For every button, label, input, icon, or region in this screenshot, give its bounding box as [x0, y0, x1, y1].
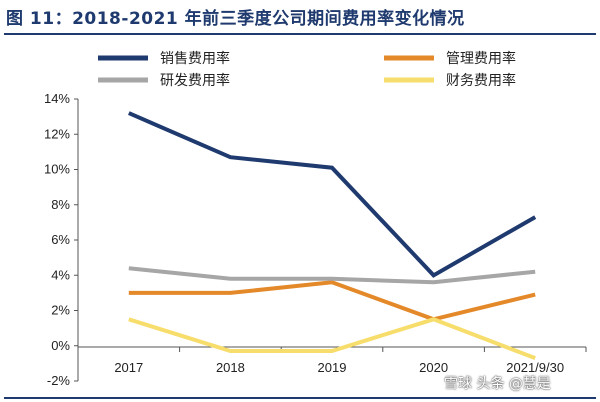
title-rule: [4, 33, 596, 35]
legend-label: 销售费用率: [160, 50, 230, 67]
x-tick-label: 2018: [216, 360, 245, 375]
x-tick-label: 2017: [114, 360, 143, 375]
legend-label: 研发费用率: [160, 72, 230, 89]
y-tick-label: 2%: [51, 303, 70, 318]
y-tick-label: 14%: [44, 91, 70, 106]
series-line: [128, 266, 536, 285]
watermark: 雪球 头条 @慧是: [444, 376, 551, 392]
y-tick-label: 4%: [51, 267, 70, 282]
y-tick-label: 6%: [51, 232, 70, 247]
y-tick-label: 10%: [44, 162, 70, 177]
y-tick-label: 0%: [51, 338, 70, 353]
legend-label: 财务费用率: [446, 72, 516, 89]
x-tick-label: 2019: [318, 360, 347, 375]
series-line: [128, 111, 537, 278]
series-lines: [128, 111, 537, 360]
legend-label: 管理费用率: [446, 50, 516, 67]
chart-title: 图 11：2018-2021 年前三季度公司期间费用率变化情况: [6, 9, 465, 29]
y-tick-label: 12%: [44, 126, 70, 141]
bottom-rule: [4, 397, 596, 399]
x-tick-label: 2021/9/30: [506, 360, 564, 375]
y-tick-label: 8%: [51, 197, 70, 212]
x-tick-label: 2020: [419, 360, 448, 375]
axes: -2% 0% 2% 4% 6% 8% 10% 12% 14% 2017 2018 2019 2020 20…: [44, 91, 587, 388]
y-tick-label: -2%: [47, 373, 71, 388]
series-line: [128, 280, 536, 322]
series-line: [128, 317, 536, 360]
